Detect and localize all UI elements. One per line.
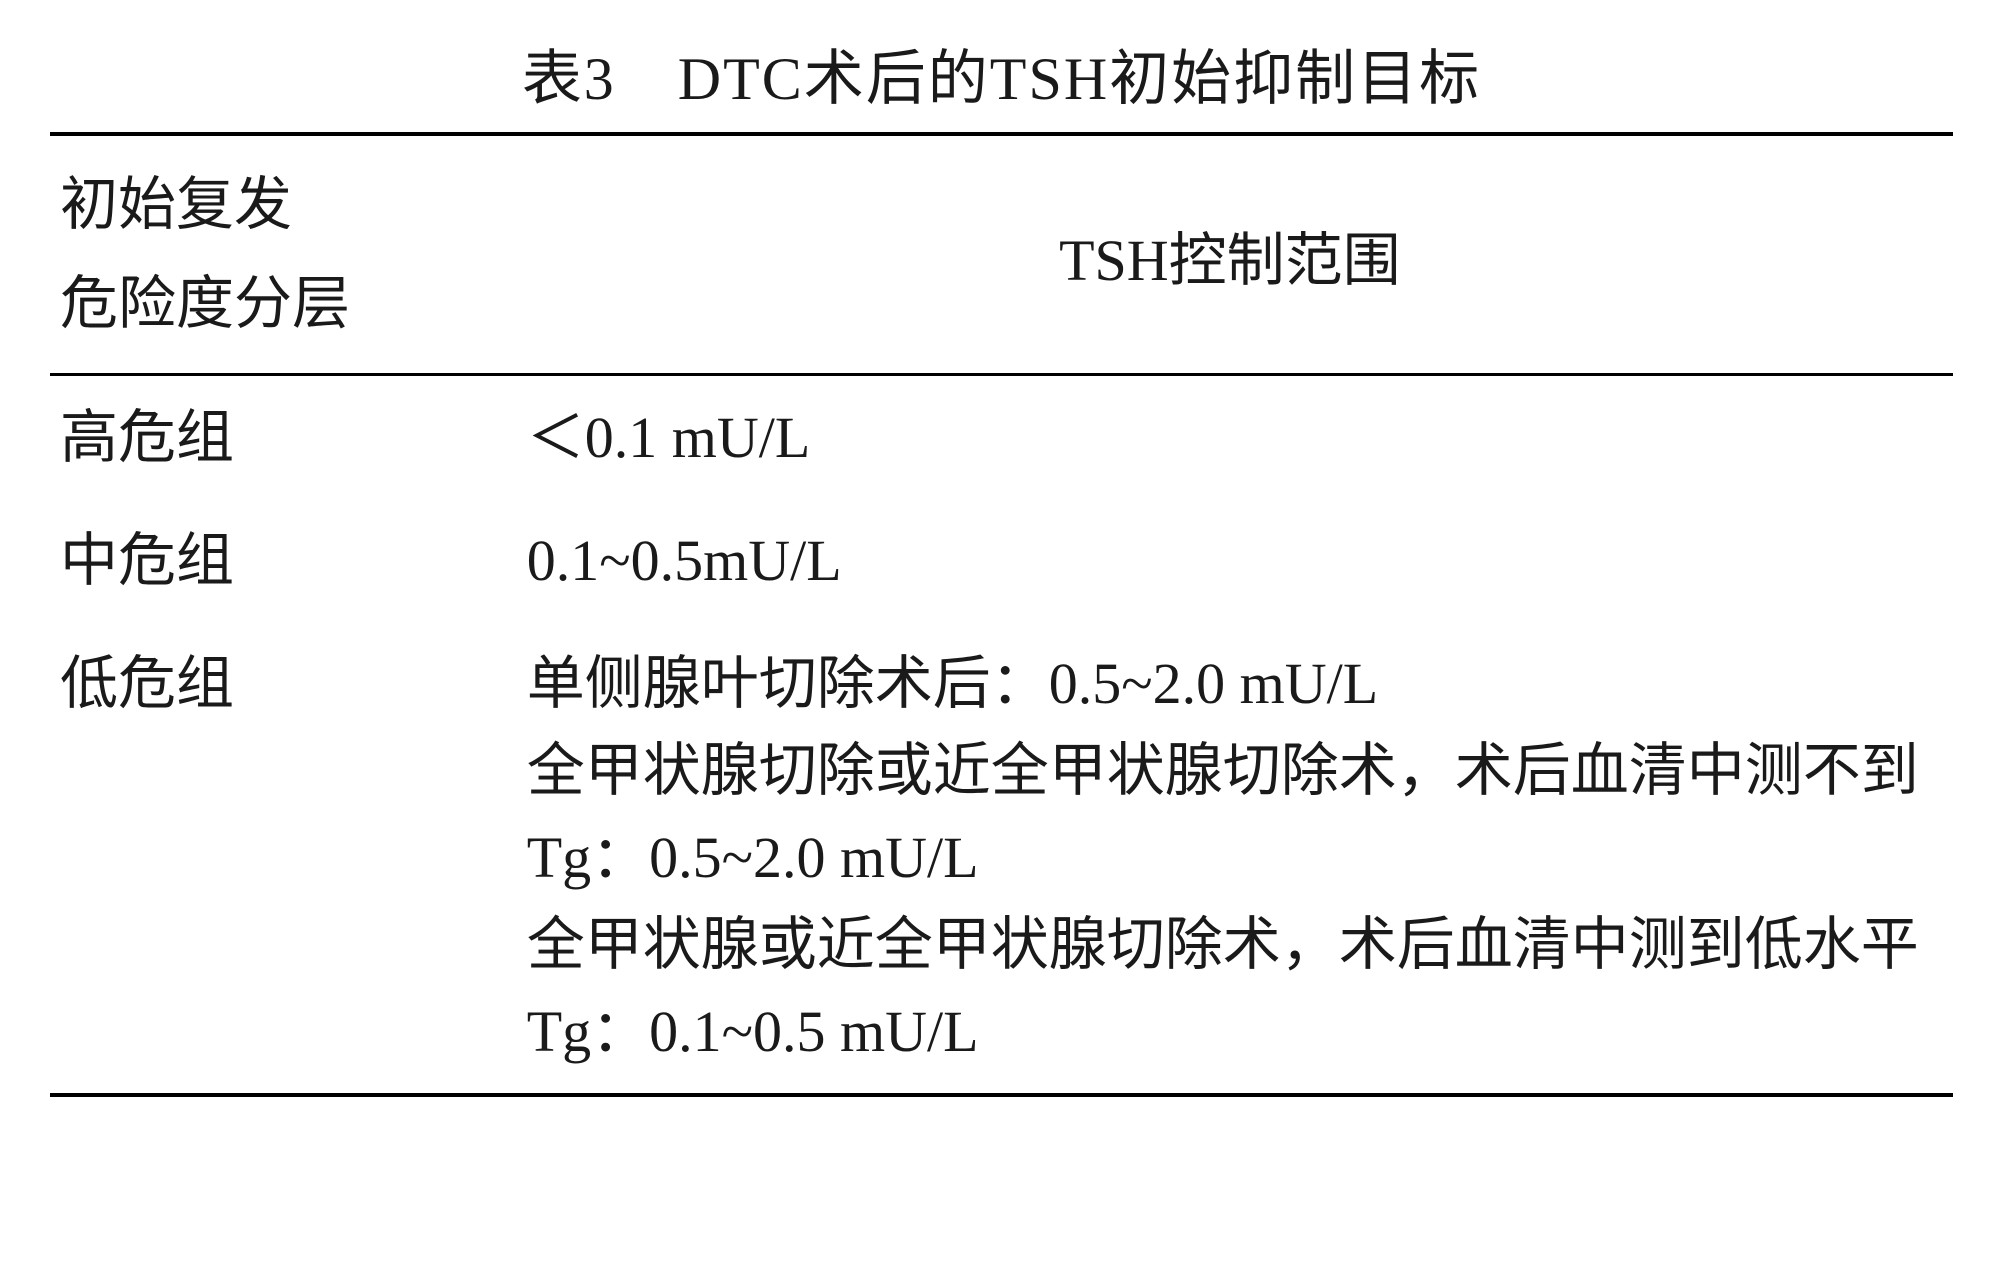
header-risk-line2: 危险度分层: [60, 271, 350, 336]
data-table: 初始复发 危险度分层 TSH控制范围 高危组 ＜0.1 mU/L 中危组 0.1…: [50, 132, 1953, 1097]
cell-tsh-mid: 0.1~0.5mU/L: [507, 499, 1953, 622]
cell-risk-mid: 中危组: [50, 499, 507, 622]
tsh-low-line3: 全甲状腺或近全甲状腺切除术，术后血清中测到低水平Tg：0.1~0.5 mU/L: [527, 901, 1953, 1075]
cell-tsh-high: ＜0.1 mU/L: [507, 375, 1953, 500]
header-tsh-range: TSH控制范围: [507, 134, 1953, 375]
table-row: 中危组 0.1~0.5mU/L: [50, 499, 1953, 622]
table-title: 表3 DTC术后的TSH初始抑制目标: [50, 30, 1953, 132]
header-risk-level: 初始复发 危险度分层: [50, 134, 507, 375]
cell-risk-low: 低危组: [50, 622, 507, 1095]
cell-risk-high: 高危组: [50, 375, 507, 500]
cell-tsh-low: 单侧腺叶切除术后：0.5~2.0 mU/L 全甲状腺切除或近全甲状腺切除术，术后…: [507, 622, 1953, 1095]
table-header-row: 初始复发 危险度分层 TSH控制范围: [50, 134, 1953, 375]
tsh-low-line1: 单侧腺叶切除术后：0.5~2.0 mU/L: [527, 640, 1953, 727]
tsh-low-line2: 全甲状腺切除或近全甲状腺切除术，术后血清中测不到Tg：0.5~2.0 mU/L: [527, 727, 1953, 901]
header-risk-line1: 初始复发: [60, 172, 292, 237]
table-row: 高危组 ＜0.1 mU/L: [50, 375, 1953, 500]
table-row: 低危组 单侧腺叶切除术后：0.5~2.0 mU/L 全甲状腺切除或近全甲状腺切除…: [50, 622, 1953, 1095]
table-container: 表3 DTC术后的TSH初始抑制目标 初始复发 危险度分层 TSH控制范围 高危…: [50, 30, 1953, 1097]
